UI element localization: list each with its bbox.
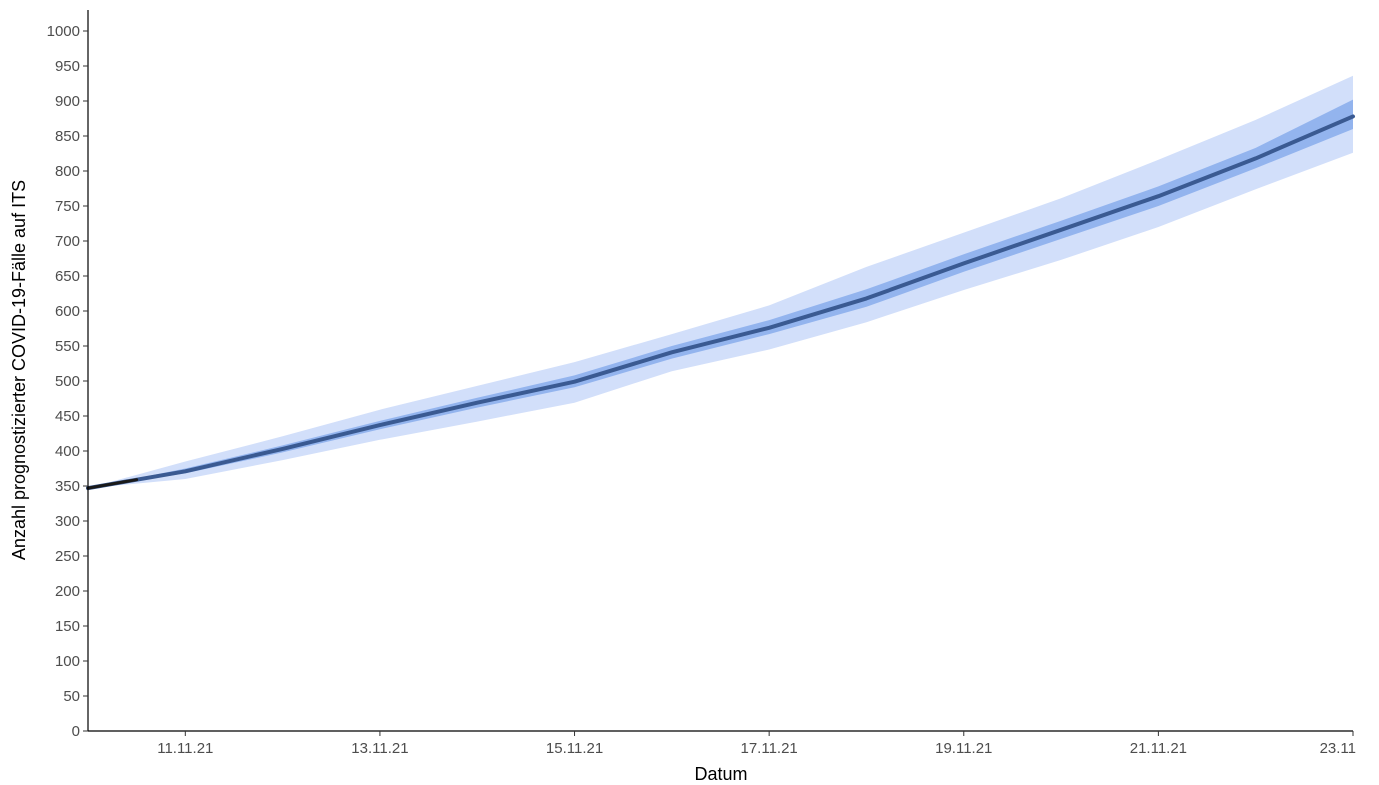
axes: [87, 10, 1353, 732]
prediction-bands: [88, 75, 1353, 489]
y-tick-label: 850: [55, 128, 80, 145]
y-tick-label: 300: [55, 513, 80, 530]
y-tick-label: 150: [55, 618, 80, 635]
y-axis-ticks: 0 50 100 150 200 250 300 350 400 450 500 550 600 650 7…: [47, 23, 88, 740]
median-line: [86, 114, 1355, 491]
history-line: [86, 478, 139, 490]
x-tick-label: 17.11.21: [741, 740, 798, 757]
y-tick-label: 950: [55, 58, 80, 75]
y-tick-label: 350: [55, 478, 80, 495]
x-tick-label: 13.11.21: [351, 740, 408, 757]
x-tick-label: 19.11.21: [935, 740, 992, 757]
y-tick-label: 50: [63, 688, 80, 705]
y-tick-label: 500: [55, 373, 80, 390]
y-tick-label: 0: [72, 723, 80, 740]
outer-band: [88, 75, 1353, 489]
y-tick-label: 400: [55, 443, 80, 460]
x-tick-label: 11.11.21: [157, 740, 213, 757]
y-tick-label: 1000: [47, 23, 80, 40]
x-tick-label: 21.11.21: [1130, 740, 1187, 757]
y-tick-label: 550: [55, 338, 80, 355]
y-tick-label: 650: [55, 268, 80, 285]
y-tick-label: 250: [55, 548, 80, 565]
y-tick-label: 200: [55, 583, 80, 600]
y-tick-label: 700: [55, 233, 80, 250]
y-tick-label: 750: [55, 198, 80, 215]
x-axis-title: Datum: [694, 764, 747, 784]
y-tick-label: 600: [55, 303, 80, 320]
y-tick-label: 900: [55, 93, 80, 110]
x-tick-label: 23.11: [1320, 740, 1356, 757]
y-tick-label: 100: [55, 653, 80, 670]
forecast-lines: [86, 114, 1355, 491]
x-tick-label: 15.11.21: [546, 740, 603, 757]
y-axis-title: Anzahl prognostizierter COVID-19-Fälle a…: [9, 180, 29, 560]
x-axis-ticks: 11.11.21 13.11.21 15.11.21 17.11.21 19.11.21…: [157, 731, 1356, 757]
y-tick-label: 450: [55, 408, 80, 425]
y-tick-label: 800: [55, 163, 80, 180]
